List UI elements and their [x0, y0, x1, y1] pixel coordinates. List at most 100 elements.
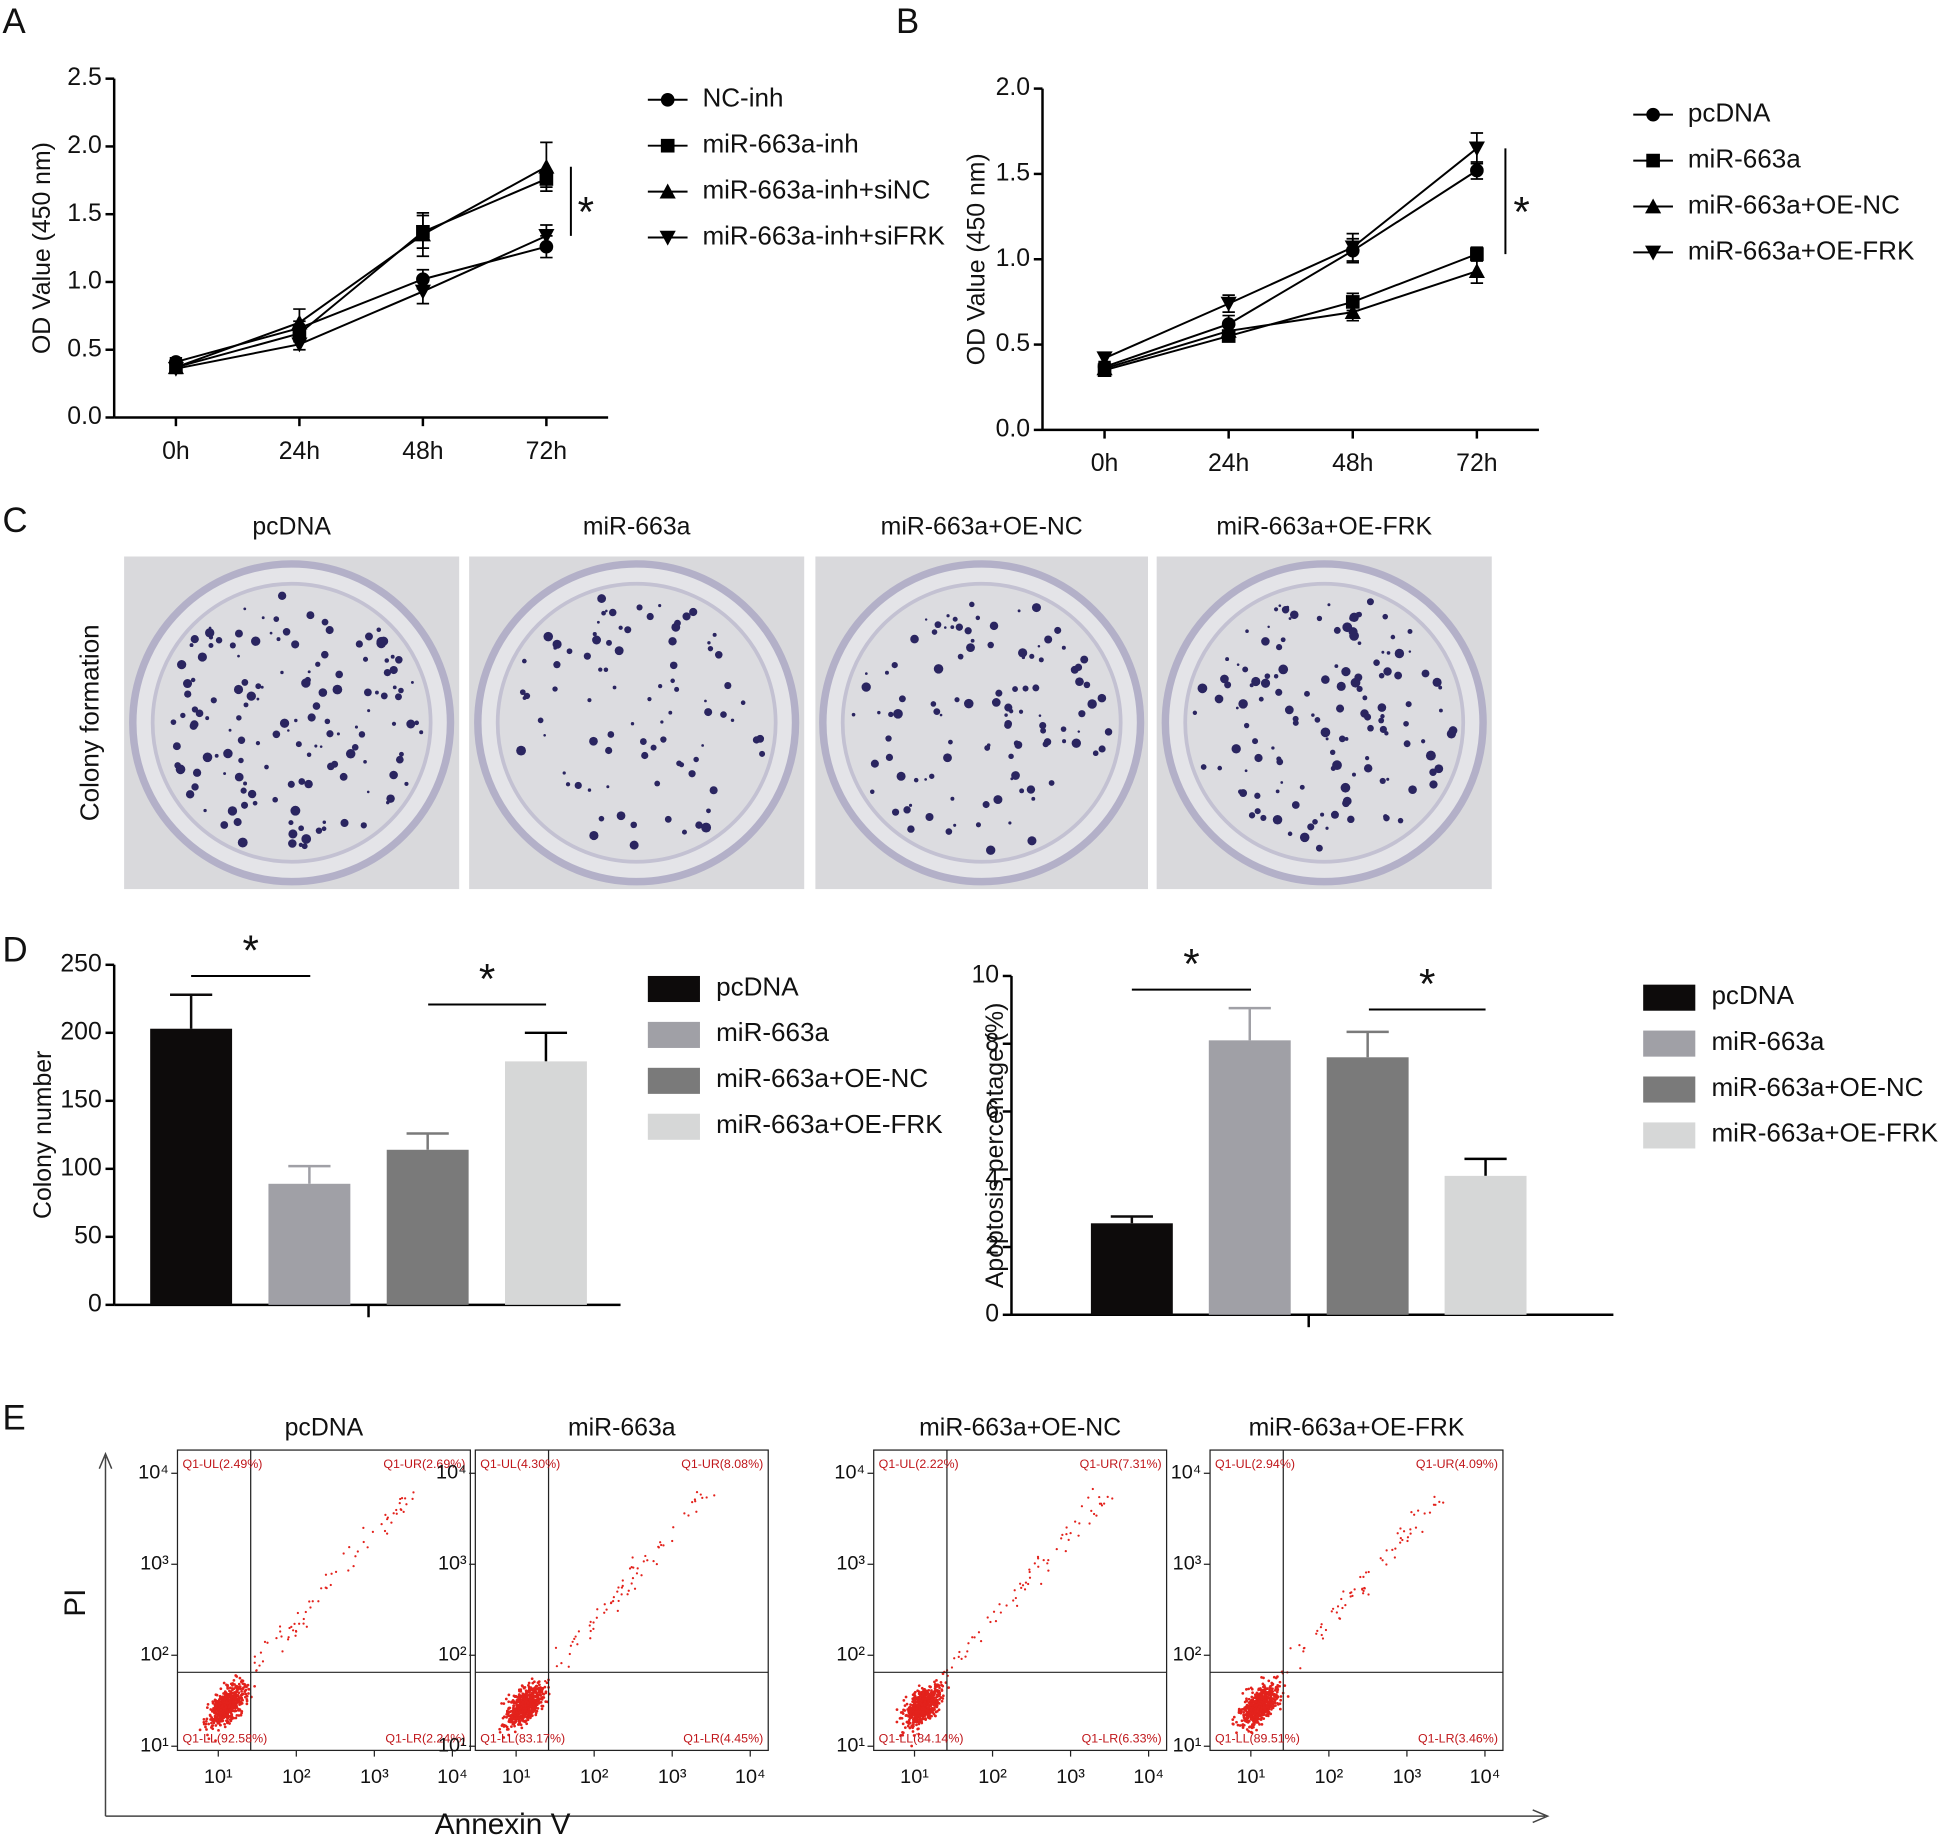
colony-dot: [1276, 756, 1281, 761]
event-dot: [1273, 1695, 1276, 1698]
event-dot: [386, 1518, 388, 1520]
y-tick-label: 1.5: [996, 159, 1031, 186]
event-dot: [646, 1559, 648, 1561]
event-dot: [1287, 1695, 1290, 1698]
event-dot: [236, 1694, 239, 1697]
event-dot: [1400, 1537, 1402, 1539]
event-dot: [298, 1623, 300, 1625]
colony-dot: [1027, 836, 1036, 845]
event-dot: [517, 1723, 520, 1726]
x-tick-label: 10³: [658, 1766, 687, 1788]
event-dot: [1368, 1571, 1370, 1573]
colony-dot: [244, 702, 249, 707]
colony-dot: [390, 666, 398, 674]
colony-dot: [255, 683, 261, 689]
event-dot: [1244, 1701, 1247, 1704]
event-dot: [964, 1656, 966, 1658]
colony-dot: [606, 785, 609, 788]
colony-dot: [1315, 717, 1321, 723]
colony-dot: [660, 736, 666, 742]
event-dot: [1298, 1644, 1300, 1646]
colony-dot: [326, 730, 333, 737]
event-dot: [503, 1724, 506, 1727]
legend-swatch: [1643, 985, 1695, 1011]
event-dot: [1269, 1706, 1272, 1709]
colony-dot: [931, 701, 937, 707]
plate-title: miR-663a+OE-NC: [881, 514, 1083, 541]
colony-dot: [1105, 728, 1112, 735]
event-dot: [513, 1711, 516, 1714]
colony-dot: [1357, 686, 1363, 692]
colony-dot: [1326, 737, 1329, 740]
event-dot: [231, 1684, 234, 1687]
event-dot: [933, 1704, 936, 1707]
colony-dot: [1289, 617, 1292, 620]
event-dot: [1362, 1592, 1364, 1594]
colony-dot: [1342, 622, 1352, 632]
event-dot: [938, 1686, 941, 1689]
y-tick-label: 10²: [836, 1644, 865, 1666]
colony-dot: [1276, 644, 1282, 650]
event-dot: [604, 1603, 606, 1605]
x-tick-label: 10²: [580, 1766, 609, 1788]
event-dot: [515, 1703, 518, 1706]
event-dot: [1279, 1702, 1282, 1705]
significance-mark: *: [479, 955, 495, 1002]
panel-letter: B: [896, 3, 919, 41]
event-dot: [240, 1702, 243, 1705]
event-dot: [998, 1603, 1000, 1605]
colony-dot: [191, 783, 198, 790]
colony-dot: [924, 778, 927, 781]
event-dot: [701, 1497, 703, 1499]
colony-dot: [909, 804, 912, 807]
event-dot: [1263, 1699, 1266, 1702]
colony-dot: [1367, 725, 1374, 732]
y-tick-label: 10³: [1173, 1553, 1202, 1575]
x-tick-label: 10²: [1315, 1766, 1344, 1788]
event-dot: [578, 1630, 580, 1632]
colony-dot: [321, 690, 326, 695]
marker: [538, 159, 554, 174]
colony-dot: [243, 781, 247, 785]
colony-dot: [597, 594, 606, 603]
event-dot: [1093, 1513, 1095, 1515]
colony-dot: [584, 653, 591, 660]
event-dot: [931, 1693, 934, 1696]
event-dot: [687, 1514, 689, 1516]
event-dot: [1362, 1590, 1364, 1592]
event-dot: [240, 1714, 243, 1717]
colony-dot: [1004, 721, 1011, 728]
colony-dot: [404, 782, 408, 786]
event-dot: [245, 1693, 248, 1696]
colony-dot: [1281, 637, 1286, 642]
event-dot: [214, 1724, 217, 1727]
event-dot: [224, 1698, 227, 1701]
legend-label: miR-663a+OE-FRK: [1711, 1118, 1938, 1148]
legend-label: miR-663a+OE-NC: [1711, 1072, 1923, 1102]
event-dot: [230, 1718, 233, 1721]
event-dot: [1380, 1557, 1382, 1559]
event-dot: [224, 1690, 227, 1693]
event-dot: [386, 1533, 388, 1535]
event-dot: [941, 1700, 944, 1703]
event-dot: [532, 1709, 535, 1712]
event-dot: [902, 1699, 905, 1702]
event-dot: [235, 1698, 238, 1701]
colony-dot: [665, 816, 672, 823]
event-dot: [610, 1601, 612, 1603]
legend-label: miR-663a+OE-NC: [1688, 189, 1900, 219]
colony-dot: [322, 619, 329, 626]
event-dot: [1088, 1522, 1090, 1524]
colony-dot: [287, 729, 290, 732]
y-tick-label: 10³: [438, 1553, 467, 1575]
legend-marker: [661, 139, 675, 153]
event-dot: [403, 1511, 405, 1513]
event-dot: [221, 1712, 224, 1715]
event-dot: [570, 1645, 572, 1647]
colony-dot: [1239, 789, 1247, 797]
colony-dot: [1254, 793, 1260, 799]
colony-dot: [1275, 689, 1282, 696]
event-dot: [544, 1686, 547, 1689]
event-dot: [912, 1718, 915, 1721]
bar: [150, 1029, 232, 1305]
